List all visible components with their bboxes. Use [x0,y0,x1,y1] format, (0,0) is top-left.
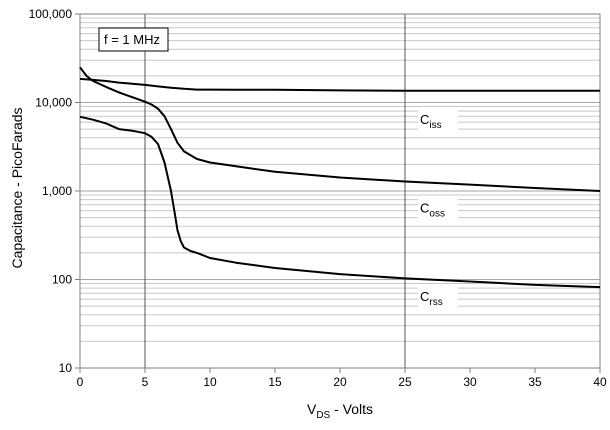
series-label-bg-coss [418,196,458,219]
x-tick-label: 10 [203,375,217,389]
series-label-main: C [420,201,429,216]
x-axis-title-rest: - Volts [330,401,373,417]
series-label-coss: Coss [420,201,445,220]
series-label-sub: rss [429,297,442,308]
series-label-bg-ciss [418,108,458,131]
y-tick-label: 1,000 [42,184,72,198]
y-axis-title: Capacitance - PicoFarads [9,107,25,268]
y-tick-label: 10,000 [35,96,72,110]
x-tick-label: 20 [333,375,347,389]
series-line-ciss [79,77,600,92]
y-tick-label: 10 [59,361,73,375]
x-tick-label: 0 [77,375,84,389]
y-tick-label: 100 [52,273,72,287]
series-label-bg-crss [418,285,458,308]
x-axis-title-main: V [307,401,317,417]
x-axis-title-sub: DS [316,410,330,421]
annotation-text: f = 1 MHz [104,32,160,47]
series-label-sub: oss [429,209,445,220]
x-tick-label: 30 [463,375,477,389]
series-label-ciss: Ciss [420,112,442,131]
series-label-crss: Crss [420,289,443,308]
series-layer [79,66,601,289]
grid-layer [80,13,600,369]
axis-layer: 0 5 10 15 20 25 30 35 40 10 100 1,000 10,000 100,000 [29,7,607,389]
x-tick-label: 25 [398,375,412,389]
series-line-crss [79,115,601,289]
x-tick-label: 40 [593,375,607,389]
y-tick-label: 100,000 [29,7,73,21]
annotation-layer: f = 1 MHz [98,27,169,52]
x-tick-label: 35 [528,375,542,389]
annotation-box [98,27,169,52]
series-line-coss [79,66,601,192]
x-axis-title: VDS - Volts [307,401,373,421]
series-label-sub: iss [429,120,441,131]
x-tick-label: 5 [142,375,149,389]
series-label-main: C [420,289,429,304]
x-tick-label: 15 [268,375,282,389]
series-label-main: C [420,112,429,127]
